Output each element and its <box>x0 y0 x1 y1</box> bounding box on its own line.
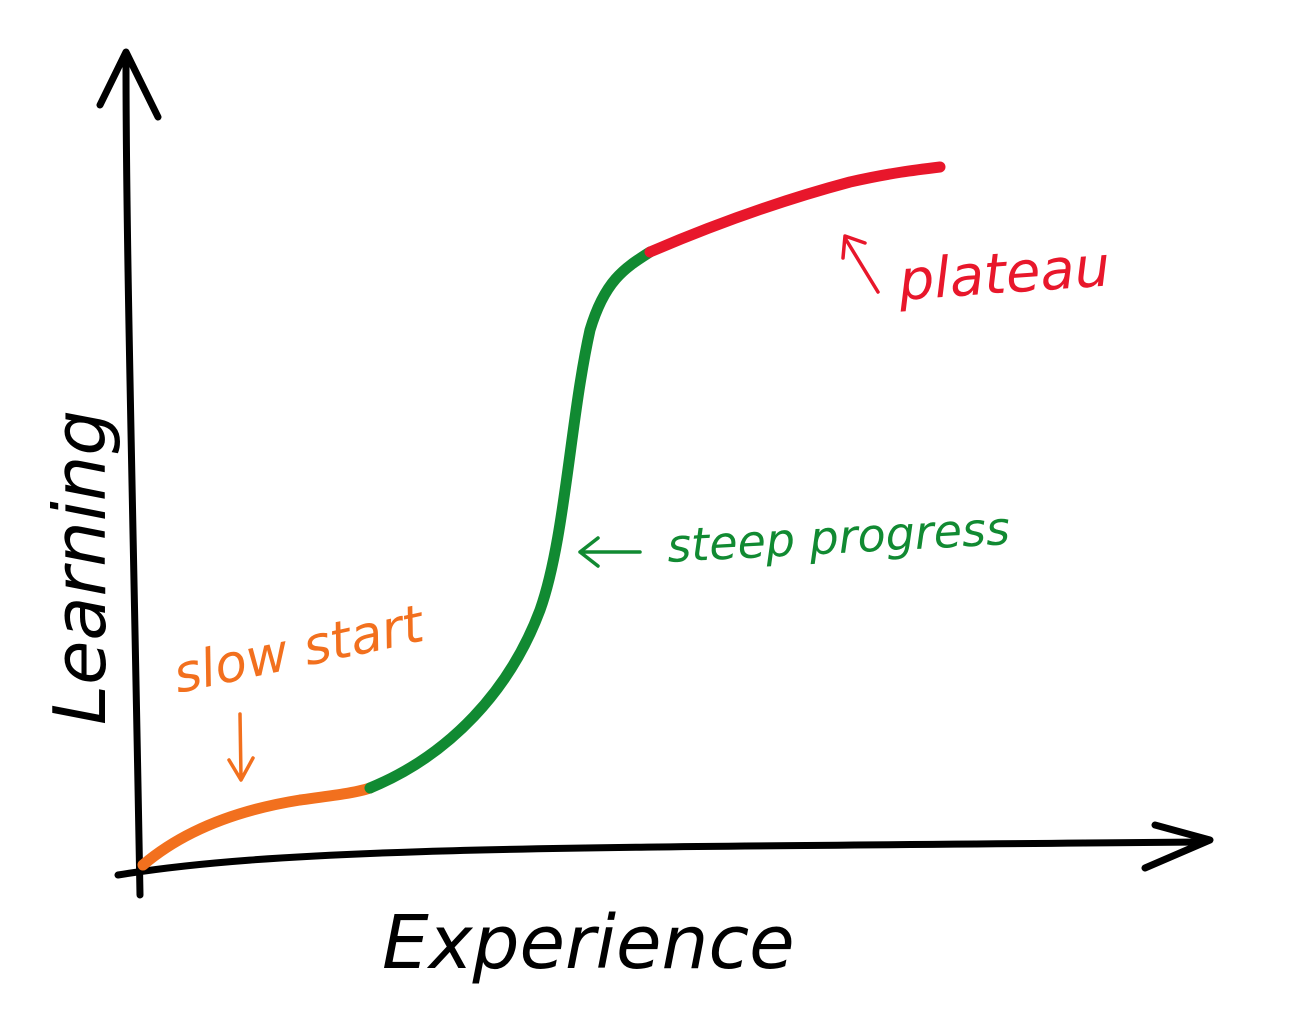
slow-start-label: slow start <box>168 594 430 706</box>
x-axis-line <box>114 838 1204 879</box>
annotation-plateau: plateau <box>841 234 1112 314</box>
steep-progress-label: steep progress <box>666 501 1011 573</box>
curve-segment-steep-progress <box>364 246 656 794</box>
curve-segment-plateau <box>644 161 946 258</box>
annotation-slow-start: slow start <box>168 594 430 782</box>
annotation-steep-progress: steep progress <box>578 501 1011 573</box>
x-axis-label: Experience <box>382 900 795 986</box>
y-axis <box>96 48 162 899</box>
y-axis-arrowhead <box>96 48 162 121</box>
x-axis <box>114 821 1214 879</box>
curve-segment-slow-start <box>137 782 376 871</box>
plateau-arrow-icon <box>841 234 880 294</box>
slow-start-arrow-icon <box>227 712 255 782</box>
plateau-label: plateau <box>895 234 1112 314</box>
steep-progress-arrow-icon <box>578 536 642 568</box>
x-axis-arrowhead <box>1141 821 1214 872</box>
learning-curve <box>137 161 946 871</box>
y-axis-label: Learning <box>38 410 122 725</box>
y-axis-line <box>122 56 144 899</box>
